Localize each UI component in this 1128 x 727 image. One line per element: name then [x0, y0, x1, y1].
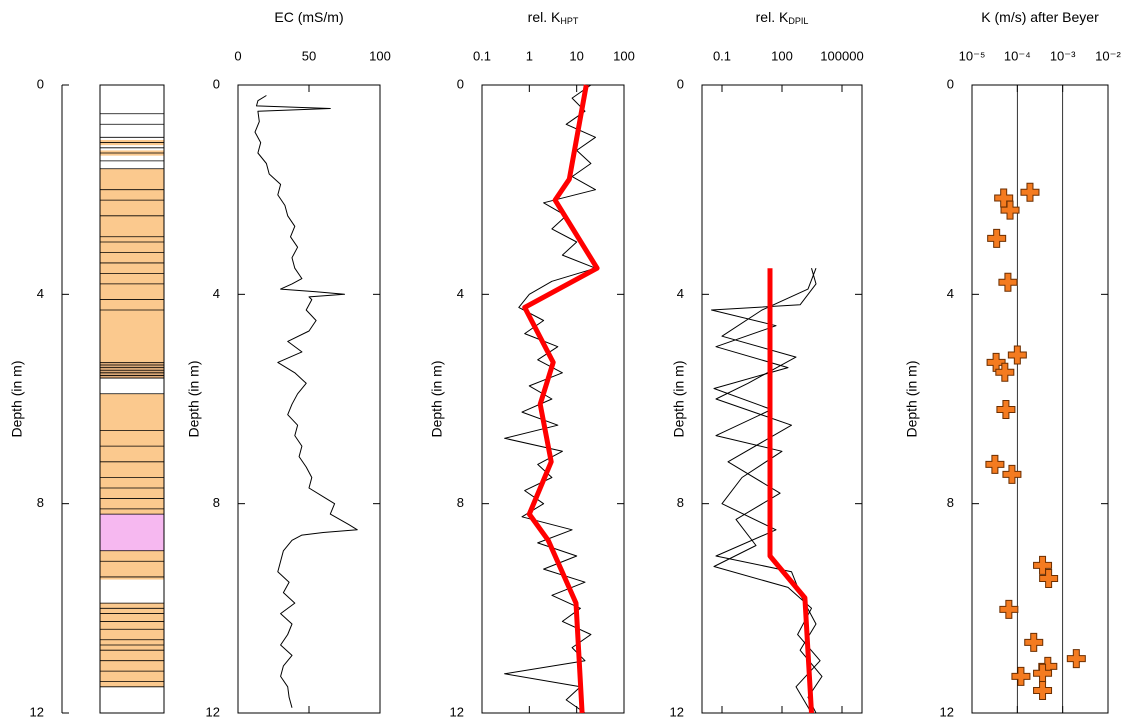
title-text: rel. K: [528, 9, 561, 25]
data-point: [1007, 345, 1027, 365]
trend-line: [522, 84, 600, 714]
title-subscript: DPIL: [788, 16, 808, 26]
y-tick-label: 4: [677, 286, 684, 301]
y-tick-label: 4: [37, 286, 44, 301]
panel-title: K (m/s) after Beyer: [981, 9, 1099, 25]
layer: [100, 550, 164, 580]
y-tick-label: 0: [37, 76, 44, 91]
data-point: [1011, 666, 1031, 686]
y-tick-label: 0: [213, 76, 220, 91]
y-tick-label: 12: [940, 704, 954, 719]
x-tick-label: 10⁻⁵: [959, 48, 986, 63]
x-tick-label: 0.1: [473, 48, 491, 63]
x-tick-label: 100000: [820, 48, 863, 63]
y-tick-label: 4: [457, 286, 464, 301]
panel-title: rel. KHPT: [528, 9, 579, 27]
data-point: [1066, 649, 1086, 669]
data-line: [254, 95, 358, 708]
y-tick-label: 12: [206, 704, 220, 719]
y-tick-label: 0: [677, 76, 684, 91]
data-point: [987, 228, 1007, 248]
y-tick-label: 4: [947, 286, 954, 301]
y-tick-label: 8: [457, 495, 464, 510]
x-tick-label: 1: [526, 48, 533, 63]
title-text: K (m/s) after Beyer: [981, 9, 1099, 25]
data-point: [1020, 182, 1040, 202]
x-tick-label: 10⁻²: [1095, 48, 1121, 63]
y-axis-label: Depth (in m): [904, 360, 920, 437]
layer: [100, 393, 164, 515]
title-text: rel. K: [756, 9, 789, 25]
y-axis-label: Depth (in m): [9, 360, 25, 437]
x-tick-label: 100: [771, 48, 793, 63]
data-point: [1000, 200, 1020, 220]
x-tick-label: 0.1: [713, 48, 731, 63]
title-text: EC (mS/m): [274, 9, 343, 25]
x-tick-label: 100: [613, 48, 635, 63]
y-tick-label: 8: [37, 495, 44, 510]
data-point: [996, 399, 1016, 419]
y-tick-label: 12: [30, 704, 44, 719]
title-subscript: HPT: [560, 16, 579, 26]
data-line: [713, 268, 821, 714]
x-tick-label: 50: [302, 48, 316, 63]
y-axis-label: Depth (in m): [671, 360, 687, 437]
y-tick-label: 8: [947, 495, 954, 510]
plot-frame: [971, 84, 1109, 714]
data-point: [985, 454, 1005, 474]
y-axis-label: Depth (in m): [429, 360, 445, 437]
x-tick-label: 10: [569, 48, 583, 63]
plot-frame: [237, 84, 381, 714]
data-point: [1002, 464, 1022, 484]
layer: [100, 168, 164, 363]
y-axis-label: Depth (in m): [186, 360, 202, 437]
y-tick-label: 8: [213, 495, 220, 510]
x-tick-label: 10⁻⁴: [1004, 48, 1031, 63]
y-tick-label: 0: [457, 76, 464, 91]
y-tick-label: 12: [670, 704, 684, 719]
layer: [100, 514, 164, 551]
data-point: [999, 599, 1019, 619]
data-line: [504, 84, 596, 714]
x-tick-label: 100: [369, 48, 391, 63]
data-point: [995, 362, 1015, 382]
plot-frame: [701, 84, 863, 714]
panel-title: EC (mS/m): [274, 9, 343, 25]
x-tick-label: 0: [234, 48, 241, 63]
y-tick-label: 12: [450, 704, 464, 719]
y-tick-label: 4: [213, 286, 220, 301]
trend-line: [767, 268, 814, 714]
data-point: [1033, 680, 1053, 700]
plot-frame: [481, 84, 625, 714]
x-tick-label: 10⁻³: [1050, 48, 1076, 63]
panel-title: rel. KDPIL: [756, 9, 809, 27]
data-point: [1039, 569, 1059, 589]
y-tick-label: 0: [947, 76, 954, 91]
lithology-frame: [99, 84, 165, 714]
data-point: [998, 272, 1018, 292]
data-point: [1024, 632, 1044, 652]
y-tick-label: 8: [677, 495, 684, 510]
